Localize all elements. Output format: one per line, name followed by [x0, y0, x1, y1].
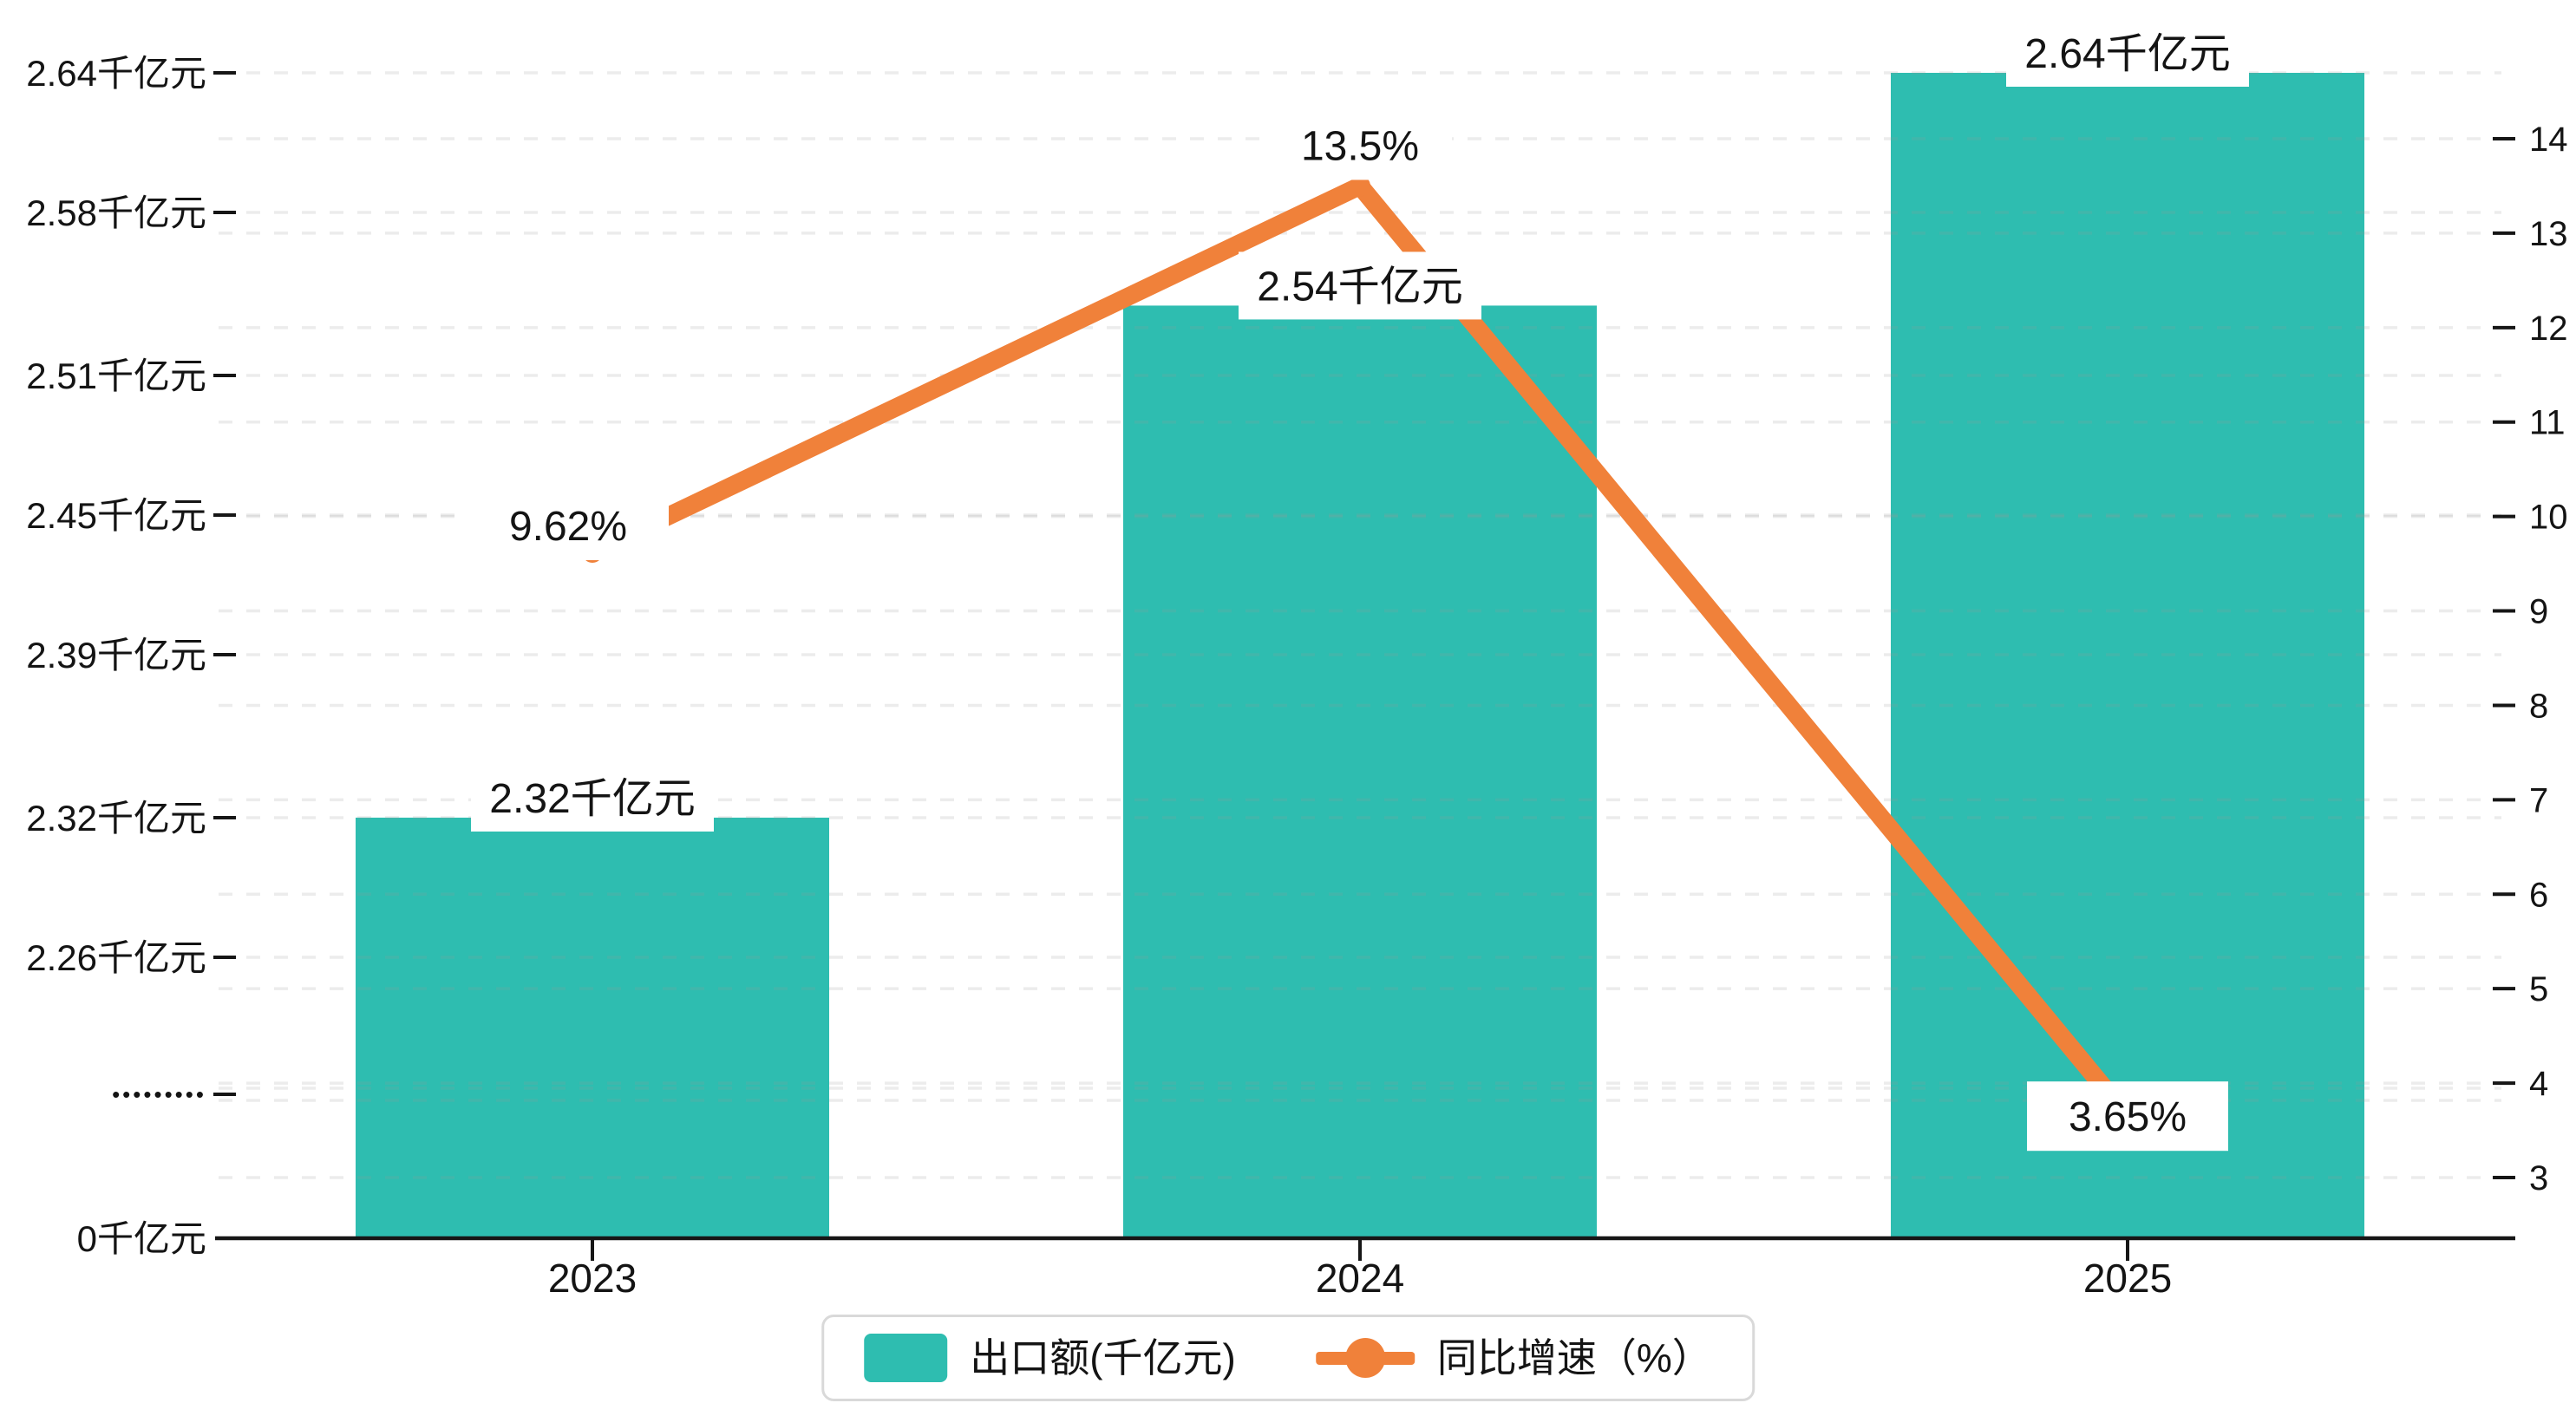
right-axis-tick-label: 10 [2529, 499, 2568, 537]
growth-point-2024 [1350, 175, 1370, 197]
bar-value-label-2024: 2.54千亿元 [1257, 264, 1462, 310]
bar-value-label-2025-bg [2006, 19, 2249, 87]
right-axis-tick-label: 4 [2529, 1065, 2548, 1103]
left-axis-tick-label: 2.32千亿元 [26, 798, 206, 839]
export-bar-2025 [1891, 73, 2364, 1238]
left-axis-tick-label: 2.39千亿元 [26, 635, 206, 675]
line-value-label-2023: 9.62% [509, 504, 627, 550]
right-axis-tick-label: 6 [2529, 876, 2548, 914]
x-axis-label-2024: 2024 [1316, 1256, 1404, 1301]
right-axis-tick-label: 13 [2529, 215, 2568, 253]
right-axis-tick-label: 3 [2529, 1159, 2548, 1197]
left-axis-tick-label: 2.51千亿元 [26, 356, 206, 396]
legend-line-label: 同比增速（%） [1436, 1335, 1712, 1380]
line-value-label-2025: 3.65% [2069, 1094, 2187, 1140]
line-value-label-2025-bg [2027, 1081, 2228, 1152]
right-axis-tick-label: 14 [2529, 121, 2568, 159]
left-axis-tick-label: 2.26千亿元 [26, 937, 206, 978]
left-axis-tick-label: 2.45千亿元 [26, 495, 206, 536]
bar-series-swatch [864, 1334, 948, 1382]
export-bar-2024 [1123, 305, 1597, 1239]
right-axis-tick-label: 7 [2529, 781, 2548, 819]
left-axis-break-label: ••••••••• [112, 1081, 206, 1107]
right-axis-tick-label: 9 [2529, 593, 2548, 631]
x-axis-label-2023: 2023 [548, 1256, 637, 1301]
x-axis-label-2025: 2025 [2083, 1256, 2172, 1301]
line-value-label-2024-bg [1268, 110, 1452, 180]
bar-value-label-2024-bg [1239, 251, 1481, 320]
right-axis-tick-label: 8 [2529, 687, 2548, 725]
bar-value-label-2023: 2.32千亿元 [489, 776, 695, 822]
export-bar-2023 [356, 817, 829, 1238]
legend-item-growth[interactable]: 同比增速（%） [1315, 1334, 1712, 1382]
left-axis-tick-label: 0千亿元 [77, 1218, 206, 1259]
line-series-icon [1315, 1334, 1415, 1382]
left-axis-tick-label: 2.64千亿元 [26, 53, 206, 94]
left-axis-tick-label: 2.58千亿元 [26, 192, 206, 233]
right-axis-tick-label: 12 [2529, 310, 2568, 348]
line-icon-dot [1344, 1338, 1385, 1378]
right-axis-tick-label: 5 [2529, 970, 2548, 1008]
legend-bar-label: 出口额(千亿元) [970, 1335, 1236, 1380]
bar-value-label-2023-bg [471, 763, 714, 832]
line-value-label-2023-bg [467, 491, 669, 561]
legend: 出口额(千亿元) 同比增速（%） [821, 1315, 1755, 1401]
line-value-label-2024: 13.5% [1301, 123, 1419, 169]
bar-value-label-2025: 2.64千亿元 [2024, 31, 2230, 77]
right-axis-tick-label: 11 [2529, 404, 2566, 442]
legend-item-export[interactable]: 出口额(千亿元) [864, 1334, 1236, 1382]
